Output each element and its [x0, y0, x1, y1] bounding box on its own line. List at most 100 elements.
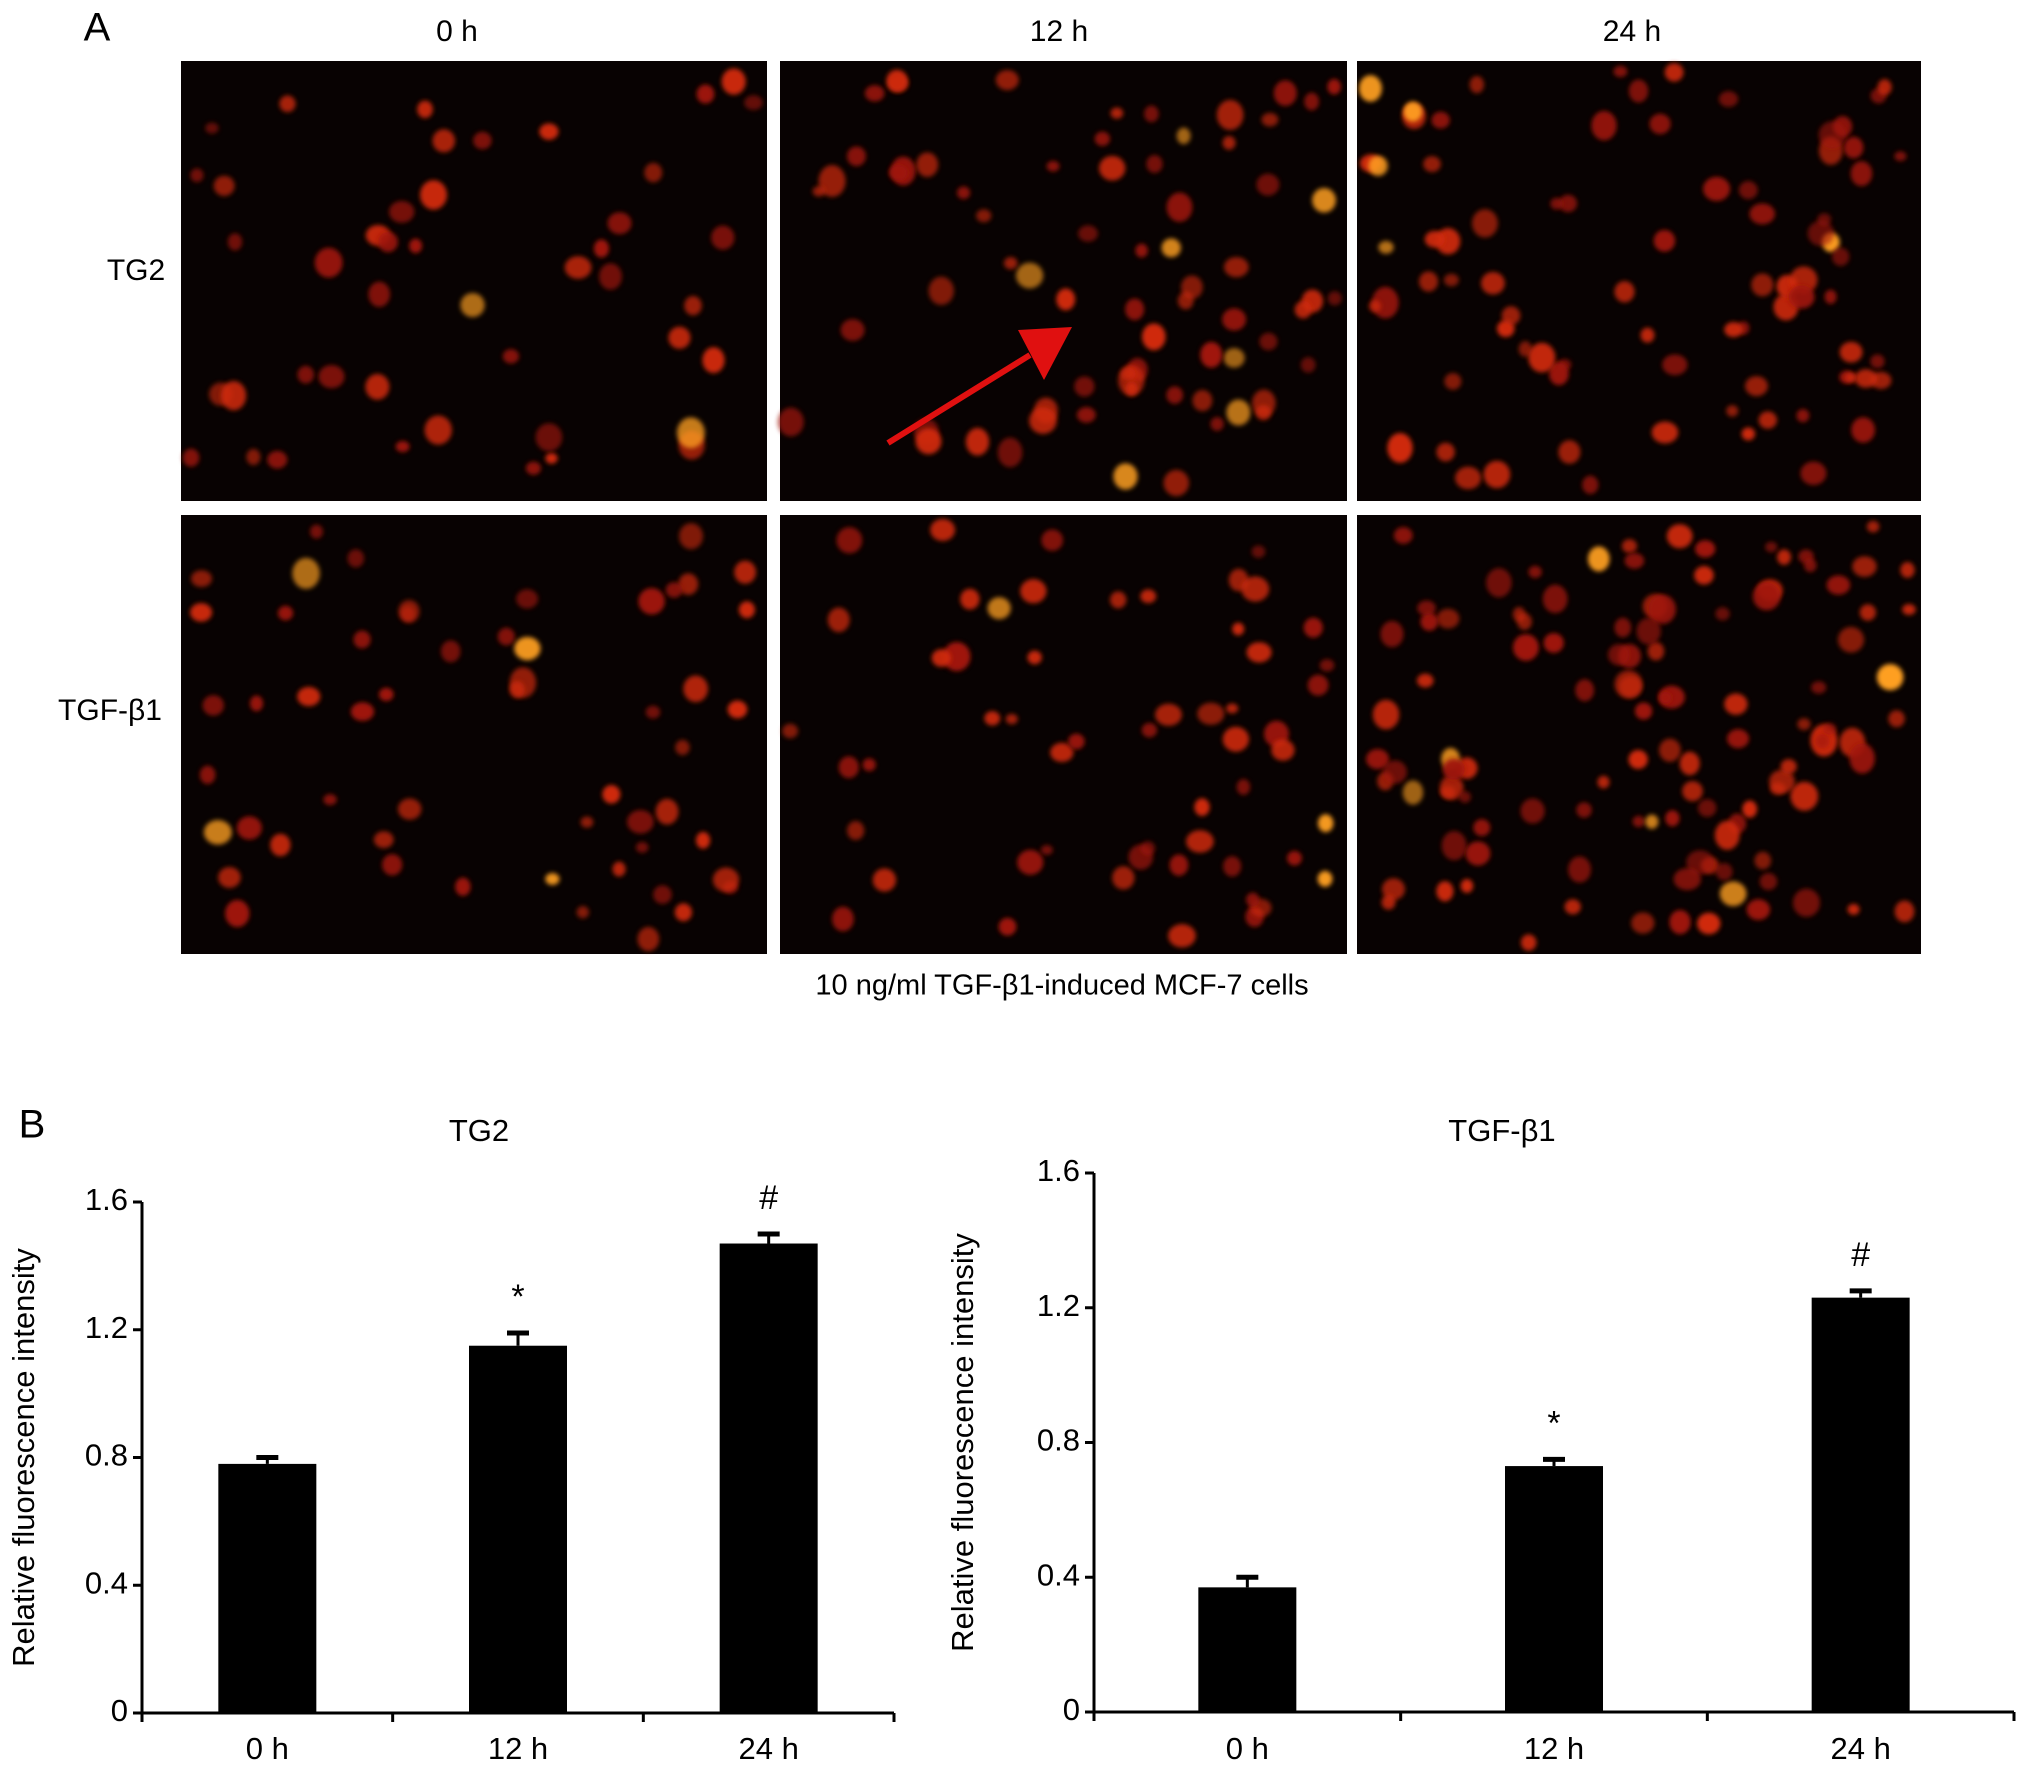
- bar: [1811, 1297, 1910, 1712]
- cell: [497, 627, 515, 646]
- cell: [1216, 99, 1244, 131]
- cell: [1575, 679, 1595, 702]
- cell: [460, 293, 485, 318]
- cell: [409, 238, 423, 254]
- cell: [602, 784, 621, 804]
- cell: [1041, 529, 1064, 552]
- cell: [417, 100, 433, 119]
- cell: [1259, 332, 1278, 351]
- cell: [323, 794, 337, 806]
- cell: [1614, 281, 1635, 303]
- cell: [1686, 850, 1714, 875]
- cell: [1837, 626, 1865, 653]
- cell: [1548, 361, 1569, 386]
- cell: [1807, 220, 1835, 246]
- cell: [1632, 815, 1645, 828]
- cell: [1431, 111, 1450, 129]
- cell: [1649, 113, 1671, 135]
- cell: [1125, 298, 1145, 321]
- cell: [424, 415, 452, 445]
- cell: [1877, 79, 1892, 96]
- cell: [249, 695, 264, 712]
- cell: [1759, 872, 1778, 891]
- cell: [347, 549, 365, 568]
- cell: [976, 209, 992, 223]
- cell: [227, 233, 243, 251]
- cell: [607, 212, 632, 235]
- cell: [1125, 381, 1138, 396]
- cell: [1727, 729, 1750, 749]
- bar: [469, 1345, 567, 1713]
- cell: [674, 903, 693, 922]
- cell: [1666, 524, 1693, 549]
- cell: [205, 122, 219, 134]
- cell: [702, 347, 725, 374]
- cell: [1751, 273, 1774, 297]
- cell: [1746, 899, 1771, 920]
- x-tick-label: 12 h: [1524, 1731, 1584, 1766]
- cell: [1185, 830, 1214, 853]
- cell: [965, 427, 990, 456]
- cell: [1223, 856, 1242, 877]
- cell: [1210, 416, 1224, 431]
- micrograph: [181, 61, 767, 501]
- cell: [1168, 924, 1196, 948]
- cell: [440, 640, 461, 663]
- cell: [190, 603, 213, 622]
- cell: [1648, 594, 1676, 625]
- cell: [812, 186, 826, 197]
- cell: [1528, 565, 1542, 579]
- cell: [1769, 769, 1795, 794]
- cell: [1659, 738, 1681, 762]
- arrow: [886, 327, 1072, 446]
- y-axis-label: Relative fluorescence intensity: [6, 1248, 41, 1667]
- cell: [1818, 121, 1847, 149]
- cell: [1312, 187, 1337, 213]
- y-tick-label: 1.6: [1037, 1153, 1080, 1188]
- cell: [1232, 622, 1245, 636]
- cell: [1317, 814, 1334, 833]
- cell: [1628, 79, 1649, 103]
- cell: [1613, 65, 1628, 78]
- cell: [1368, 300, 1381, 313]
- cell: [368, 281, 391, 307]
- cell: [818, 165, 846, 198]
- chart-title: TG2: [449, 1113, 509, 1148]
- cell: [191, 570, 212, 588]
- panel-label: A: [84, 6, 111, 50]
- cell: [1628, 749, 1648, 770]
- cell: [1161, 238, 1181, 258]
- cell: [1850, 161, 1873, 187]
- cell: [1742, 800, 1758, 818]
- cell: [564, 256, 592, 279]
- cell: [350, 702, 375, 721]
- cell: [942, 642, 971, 672]
- cell: [1222, 135, 1236, 150]
- cell: [1852, 556, 1877, 577]
- y-tick-label: 0.8: [85, 1438, 128, 1473]
- cell: [539, 123, 559, 140]
- cell: [695, 831, 711, 849]
- cell: [1738, 181, 1758, 200]
- cell: [1423, 156, 1441, 173]
- caption: 10 ng/ml TGF-β1-induced MCF-7 cells: [815, 970, 1308, 1002]
- cell: [314, 247, 343, 278]
- bar: [1505, 1466, 1603, 1712]
- cell: [516, 589, 539, 609]
- cell: [1669, 910, 1691, 935]
- cell: [997, 437, 1023, 468]
- cell: [1222, 308, 1247, 331]
- cell: [930, 518, 956, 541]
- cell: [1631, 912, 1655, 934]
- cell: [1271, 739, 1295, 761]
- cell: [1695, 540, 1716, 558]
- bar: [218, 1463, 317, 1713]
- cell: [1591, 110, 1617, 141]
- cell: [1673, 868, 1702, 891]
- cell: [1894, 900, 1915, 923]
- cell: [1634, 702, 1653, 720]
- cell: [1146, 154, 1163, 174]
- cell: [292, 557, 320, 589]
- cell: [1163, 469, 1190, 497]
- cell: [612, 861, 626, 877]
